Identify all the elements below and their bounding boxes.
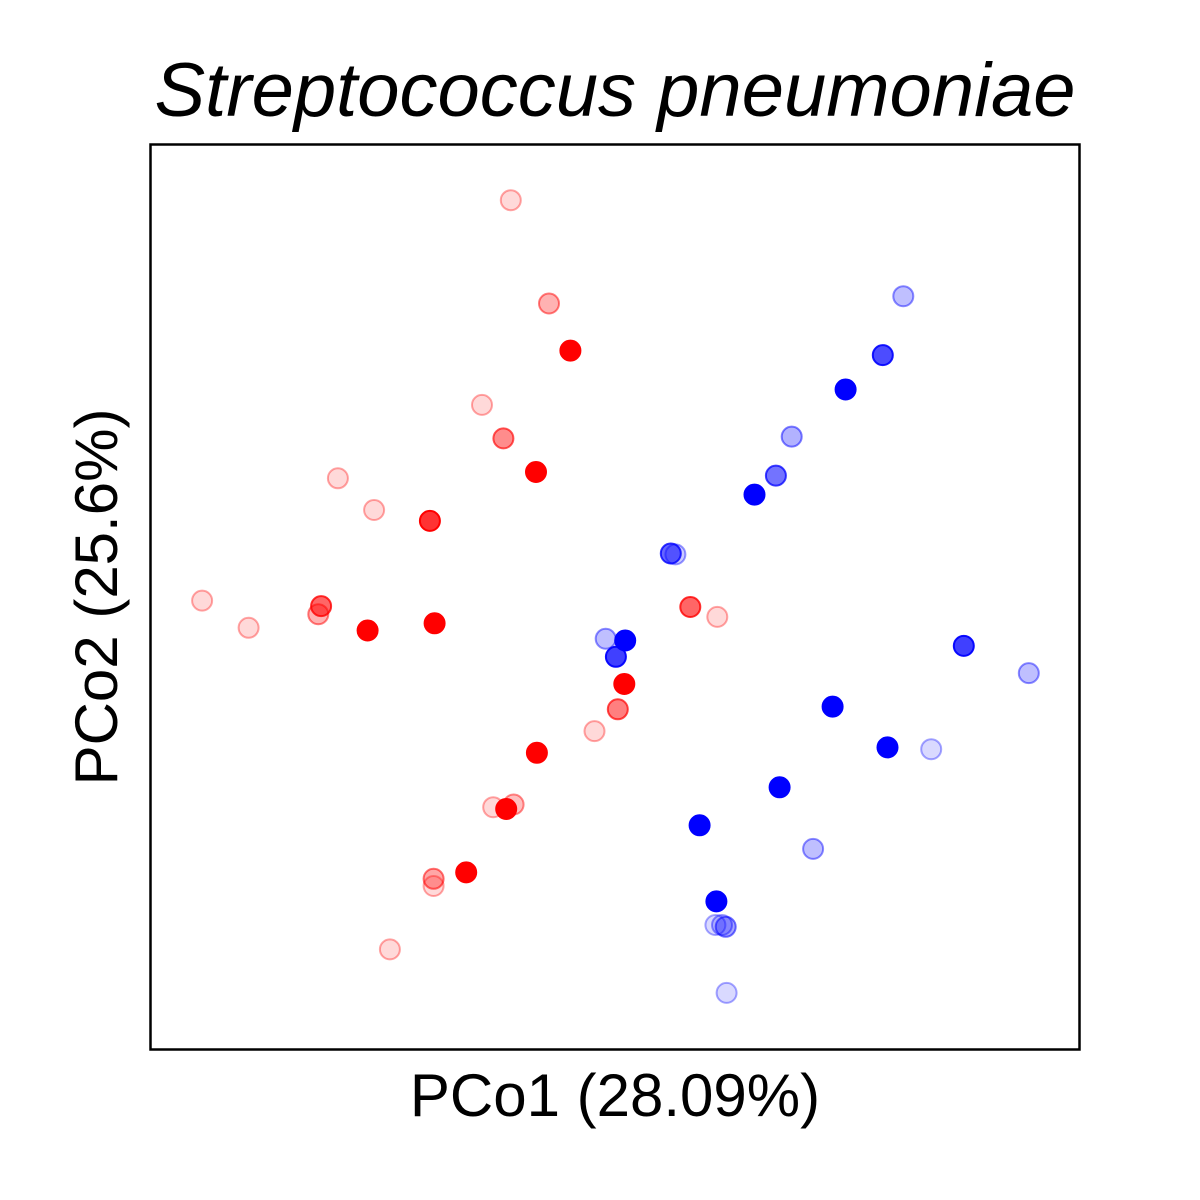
scatter-point-series-1-13: [310, 595, 333, 618]
scatter-point-series-1-11: [237, 616, 260, 639]
scatter-point-series-1-25: [422, 875, 445, 897]
chart-title: Streptococcus pneumoniae: [154, 48, 1075, 133]
scatter-point-series-1-2: [538, 292, 560, 315]
scatter-point-series-2-10: [614, 629, 637, 652]
scatter-point-series-2-1: [892, 285, 915, 308]
scatter-point-series-2-11: [604, 645, 627, 668]
scatter-point-series-2-23: [714, 915, 737, 938]
scatter-point-series-2-24: [715, 981, 738, 1004]
scatter-point-series-2-19: [802, 837, 825, 860]
scatter-point-series-2-4: [780, 425, 803, 448]
scatter-point-series-2-6: [743, 483, 766, 506]
scatter-point-series-2-3: [834, 378, 857, 401]
scatter-point-series-1-16: [679, 596, 702, 618]
scatter-point-series-2-9: [594, 627, 617, 650]
y-axis-label: PCo2 (25.6%): [63, 409, 130, 786]
scatter-point-series-2-5: [764, 464, 787, 487]
scatter-point-series-1-3: [559, 339, 582, 362]
scatter-point-series-2-15: [876, 736, 899, 759]
scatter-point-series-1-28: [378, 938, 401, 961]
scatter-point-series-1-17: [706, 605, 729, 628]
scatter-point-series-1-4: [471, 393, 493, 416]
scatter-point-series-1-21: [525, 741, 548, 764]
scatter-point-series-1-27: [455, 861, 478, 884]
scatter-point-series-2-12: [952, 634, 975, 657]
scatter-point-series-2-13: [1017, 662, 1040, 685]
scatter-point-series-2-18: [688, 814, 711, 837]
scatter-point-series-2-17: [768, 776, 791, 799]
scatter-point-series-1-26: [422, 867, 445, 890]
scatter-point-series-1-18: [613, 673, 636, 695]
x-axis-label: PCo1 (28.09%): [410, 1062, 820, 1129]
scatter-point-series-1-7: [326, 467, 349, 490]
scatter-point-series-1-1: [499, 189, 522, 212]
scatter-point-series-2-20: [705, 890, 728, 913]
scatter-point-series-1-6: [525, 461, 547, 483]
scatter-point-series-1-20: [583, 720, 606, 743]
scatter-point-series-2-2: [871, 344, 894, 367]
scatter-point-series-2-16: [920, 738, 943, 761]
scatter-point-series-1-8: [363, 499, 386, 521]
scatter-point-series-1-14: [356, 619, 379, 642]
scatter-point-series-1-19: [606, 698, 629, 721]
scatter-point-series-2-8: [659, 542, 682, 565]
scatter-point-series-1-10: [191, 589, 214, 612]
scatter-point-series-1-15: [423, 612, 446, 635]
scatter-point-series-1-9: [418, 509, 441, 532]
scatter-point-series-2-14: [821, 695, 844, 718]
data-points: [191, 189, 1040, 1004]
scatter-point-series-1-5: [492, 427, 515, 450]
plot-frame: [149, 143, 1081, 1051]
scatter-point-series-1-24: [495, 798, 518, 820]
